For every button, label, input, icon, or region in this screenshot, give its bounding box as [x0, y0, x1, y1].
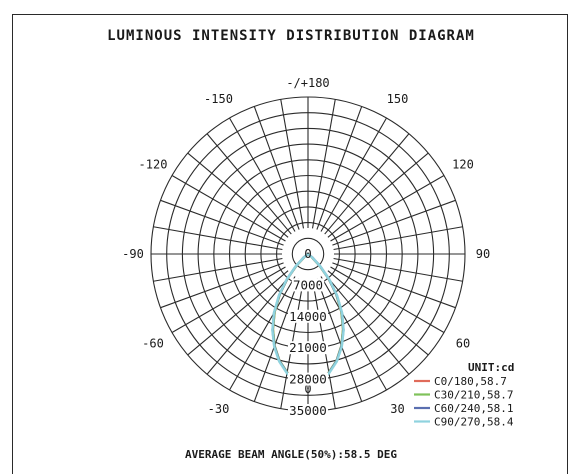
grid-spoke [327, 270, 429, 356]
grid-spoke [311, 99, 336, 229]
grid-spoke [332, 199, 456, 246]
angle-label: -90 [122, 247, 144, 261]
grid-spoke [330, 266, 445, 333]
angle-label: 120 [452, 158, 474, 172]
grid-spoke [187, 152, 289, 238]
radial-label-bg [288, 404, 328, 417]
grid-spoke [320, 276, 387, 391]
grid-spoke [327, 152, 429, 238]
legend-label: C90/270,58.4 [434, 416, 514, 429]
grid-spoke [160, 262, 284, 309]
grid-spoke [332, 262, 456, 309]
angle-label: 30 [390, 402, 404, 416]
grid-spoke [160, 199, 284, 246]
legend-label: C0/180,58.7 [434, 375, 507, 388]
grid-spoke [330, 175, 445, 242]
grid-spoke [153, 257, 283, 282]
angle-labels: -/+180 -150 150 -120 120 -90 90 -60 60 -30 30 0 [122, 76, 490, 416]
grid-spoke [206, 273, 292, 375]
radial-label: 14000 [289, 309, 327, 324]
radial-label-bg [291, 278, 325, 292]
grid-spoke [316, 106, 363, 230]
grid-spoke [333, 226, 463, 251]
grid-spoke [324, 273, 410, 375]
angle-label: -/+180 [286, 76, 329, 90]
grid-spoke [187, 270, 289, 356]
unit-label: UNIT:cd [468, 361, 514, 374]
grid-spoke [153, 226, 283, 251]
grid-circle [291, 237, 325, 271]
chart-title: LUMINOUS INTENSITY DISTRIBUTION DIAGRAM [107, 28, 475, 44]
grid-spoke [333, 257, 463, 282]
grid-spoke [206, 133, 292, 235]
beam-angle-footer: AVERAGE BEAM ANGLE(50%):58.5 DEG [185, 448, 397, 461]
grid-spoke [253, 106, 300, 230]
radial-label: 35000 [289, 403, 327, 418]
radial-label: 28000 [289, 372, 327, 387]
angle-label: -120 [139, 158, 168, 172]
grid-spoke [320, 117, 387, 232]
grid-spoke [171, 266, 286, 333]
angle-label: -60 [142, 337, 164, 351]
angle-label: 90 [476, 247, 490, 261]
grid-spoke [280, 99, 305, 229]
chart-frame [12, 14, 568, 474]
grid-spoke [253, 278, 300, 402]
legend: UNIT:cdC0/180,58.7C30/210,58.7C60/240,58… [414, 361, 514, 429]
grid-spoke [171, 175, 286, 242]
angle-label: 60 [456, 337, 470, 351]
angle-label: -150 [204, 92, 233, 106]
angle-label: -30 [208, 402, 230, 416]
grid-spoke [229, 117, 296, 232]
legend-label: C30/210,58.7 [434, 389, 513, 402]
grid-spoke [324, 133, 410, 235]
radial-label: 7000 [293, 277, 323, 292]
legend-label: C60/240,58.1 [434, 402, 513, 415]
radial-label-bg [288, 341, 328, 355]
radial-label-bg [288, 309, 328, 323]
grid-spoke [229, 276, 296, 391]
angle-label: 0 [304, 382, 311, 396]
angle-label: 150 [387, 92, 409, 106]
grid-spoke [316, 278, 363, 402]
radial-tick-labels: 0 7000 14000 21000 28000 35000 [288, 246, 328, 418]
radial-label: 21000 [289, 340, 327, 355]
radial-label: 0 [304, 246, 312, 261]
radial-label-bg [288, 372, 328, 386]
